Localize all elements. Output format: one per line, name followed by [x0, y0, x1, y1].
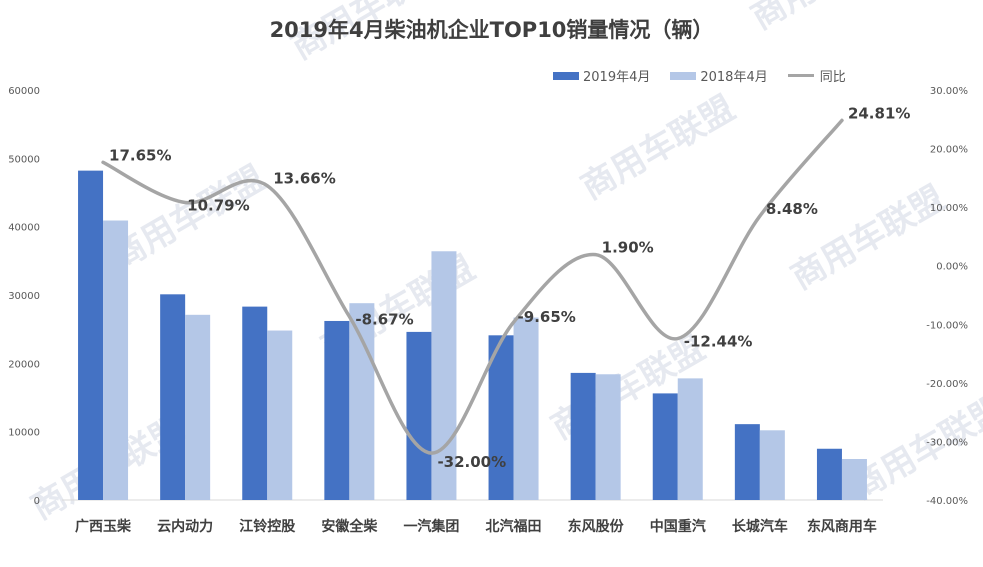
x-tick-label-9: 东风商用车	[807, 518, 877, 535]
bar-2019-1	[160, 294, 186, 500]
yoy-data-label-7: -12.44%	[684, 333, 753, 351]
bar-2019-6	[570, 372, 596, 500]
yoy-data-label-9: 24.81%	[848, 104, 910, 122]
y-tick-label-0: 0	[34, 496, 40, 507]
yoy-data-label-3: -8.67%	[355, 310, 413, 328]
bar-2018-2	[267, 330, 293, 500]
x-tick-label-0: 广西玉柴	[75, 518, 132, 535]
y2-tick-label-6: 20.00%	[930, 145, 968, 156]
legend-swatch-2019	[553, 71, 579, 80]
legend-swatch-yoy	[787, 74, 814, 77]
yoy-data-label-4: -32.00%	[437, 453, 506, 471]
y2-tick-label-1: -30.00%	[926, 437, 968, 448]
y2-tick-label-0: -40.00%	[926, 496, 968, 507]
x-tick-label-7: 中国重汽	[650, 518, 706, 535]
y2-tick-label-2: -20.00%	[926, 379, 968, 390]
yoy-data-label-5: -9.65%	[518, 308, 576, 326]
yoy-data-label-6: 1.90%	[602, 239, 654, 257]
y2-tick-label-5: 10.00%	[930, 203, 968, 214]
y-tick-label-5: 50000	[8, 154, 40, 165]
x-tick-label-8: 长城汽车	[732, 518, 788, 535]
legend-swatch-2018	[670, 71, 697, 80]
bar-2018-7	[677, 378, 703, 500]
yoy-data-label-1: 10.79%	[187, 197, 249, 215]
yoy-data-label-2: 13.66%	[273, 170, 335, 188]
x-tick-label-5: 北汽福田	[486, 518, 542, 535]
yoy-data-label-8: 8.48%	[766, 200, 818, 218]
bar-2018-0	[103, 220, 129, 500]
y-tick-label-1: 10000	[8, 428, 40, 439]
bar-2019-5	[488, 335, 514, 500]
bar-2019-8	[734, 424, 760, 500]
watermark-5: 商用车联盟	[785, 178, 952, 298]
y2-tick-label-3: -10.00%	[926, 320, 968, 331]
y2-tick-label-4: 0.00%	[936, 262, 968, 273]
chart-legend: 2019年4月 2018年4月 同比	[553, 66, 866, 85]
bar-2019-7	[652, 393, 678, 500]
bar-2019-3	[324, 320, 350, 500]
bar-2019-4	[406, 331, 432, 500]
x-tick-label-2: 江铃控股	[239, 518, 296, 535]
bar-2018-8	[759, 430, 785, 500]
y-tick-label-3: 30000	[8, 291, 40, 302]
x-tick-label-4: 一汽集团	[403, 518, 459, 535]
y-tick-label-2: 20000	[8, 359, 40, 370]
legend-label-2019: 2019年4月	[583, 70, 651, 85]
legend-label-2018: 2018年4月	[700, 70, 768, 85]
y-tick-label-4: 40000	[8, 223, 40, 234]
chart-title: 2019年4月柴油机企业TOP10销量情况（辆）	[269, 18, 714, 42]
x-tick-label-1: 云内动力	[157, 518, 213, 535]
x-tick-label-3: 安徽全柴	[321, 518, 378, 535]
bar-2019-9	[816, 448, 842, 500]
bar-2018-4	[431, 251, 457, 500]
bar-2018-6	[595, 374, 621, 500]
legend-item-yoy: 同比	[787, 66, 846, 85]
bar-2019-2	[242, 306, 268, 500]
legend-item-2019: 2019年4月	[553, 66, 650, 85]
bar-2018-3	[349, 303, 375, 500]
y-tick-label-6: 60000	[8, 86, 40, 97]
legend-label-yoy: 同比	[819, 70, 846, 85]
bar-2018-1	[185, 314, 211, 500]
bar-2018-5	[513, 317, 539, 500]
yoy-line	[101, 118, 844, 455]
bar-2019-0	[78, 170, 104, 500]
legend-item-2018: 2018年4月	[670, 66, 768, 85]
watermark-2: 商用车联盟	[575, 88, 742, 208]
y2-tick-label-7: 30.00%	[930, 86, 968, 97]
yoy-data-label-0: 17.65%	[109, 146, 171, 164]
x-tick-label-6: 东风股份	[568, 518, 625, 535]
bar-2018-9	[841, 459, 867, 500]
